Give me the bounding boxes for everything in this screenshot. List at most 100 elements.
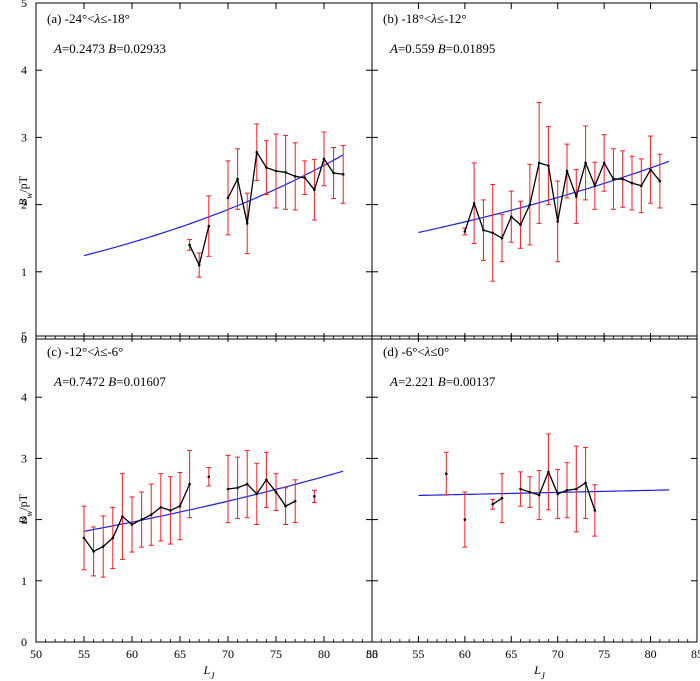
data-point [284,171,287,174]
fit-params: A=0.7472 B=0.01607 [53,374,166,389]
y-tick-label: 0 [21,635,27,649]
data-point [140,518,143,521]
data-line [227,478,296,507]
data-point [265,478,268,482]
data-point [574,195,578,198]
y-tick-label: 2 [21,198,27,212]
data-point [313,495,316,498]
y-axis-title: Bw/pT [16,493,34,524]
panel-c: 50 55 60 65 70 75 80 85 0 1 2 3 4 5 Bw/pT LJ (c) -12°<λ≤… [16,329,378,681]
data-point [547,164,550,167]
data-point [639,184,643,188]
data-point [528,203,532,206]
y-tick-label: 2 [21,513,27,527]
data-point [482,228,485,232]
panel-d: 50 55 60 65 70 75 80 85 LJ (d) -6°<λ≤0° A=2.221 B=… [366,335,700,681]
data-point [255,492,259,496]
data-point [188,482,191,486]
data-point [293,499,297,503]
x-tick-label: 70 [222,647,234,661]
data-point [341,173,345,176]
data-point [274,169,278,173]
x-tick-label: 75 [270,647,282,661]
data-line [83,483,191,553]
data-point [537,493,541,497]
data-point [519,487,522,491]
data-point [630,181,634,185]
data-point [528,490,532,494]
fit-curve [418,489,670,497]
fit-params: A=0.559 B=0.01895 [389,41,495,56]
data-point [255,150,259,154]
data-point [602,161,606,165]
x-tick-label: 70 [552,647,564,661]
panel-label: (c) -12°<λ≤-6° [47,344,123,359]
x-tick-label: 85 [366,647,378,661]
data-point [188,243,191,247]
x-tick-label: 80 [645,647,657,661]
data-point [322,157,326,161]
data-point [565,169,569,173]
data-point [584,481,587,485]
data-point [547,470,550,474]
x-tick-label: 80 [318,647,330,661]
y-axis-title: Bw/pT [16,175,34,206]
data-point [621,177,625,181]
y-tick-label: 1 [21,265,27,279]
x-tick-label: 65 [174,647,186,661]
data-point [245,482,249,486]
data-point [519,223,522,227]
y-tick-label: 3 [21,130,27,144]
data-point [500,236,504,240]
data-point [245,222,249,225]
data-point [332,171,335,175]
data-point [556,492,560,496]
x-axis-title: LJ [533,663,546,681]
x-axis-title: LJ [203,663,216,681]
data-point [593,509,597,512]
y-tick-label: 4 [21,63,27,77]
data-point [303,176,307,180]
data-point [169,509,172,512]
x-tick-label: 65 [505,647,517,661]
data-point [284,504,287,508]
x-tick-label: 50 [366,647,378,661]
data-point [121,515,124,518]
data-point [274,490,278,494]
data-point [149,513,153,517]
fit-curve [418,160,670,234]
data-point [226,487,230,491]
data-point [658,179,662,183]
data-point [472,201,476,205]
data-point [556,220,560,223]
fit-params: A=0.2473 B=0.02933 [53,41,166,56]
x-tick-label: 55 [412,647,424,661]
data-point [82,536,86,540]
fit-curve [83,470,344,532]
y-tick-label: 5 [21,329,27,343]
data-point [584,161,587,165]
panel-label: (a) -24°<λ≤-18° [47,11,130,26]
data-point [593,184,597,188]
data-point [207,475,211,479]
data-point [612,177,615,181]
data-point [236,177,239,181]
plot-frame [371,2,698,340]
y-tick-label: 3 [21,451,27,465]
x-tick-label: 60 [126,647,138,661]
data-line [464,160,661,240]
data-point [293,175,297,178]
data-point [159,506,163,509]
data-point [500,496,504,500]
data-point [491,231,495,235]
x-tick-label: 60 [459,647,471,661]
panel-label: (d) -6°<λ≤0° [383,344,449,359]
data-point [463,518,467,521]
x-tick-label: 50 [30,647,42,661]
data-point [509,215,513,218]
y-tick-label: 5 [21,0,27,10]
data-point [111,536,115,540]
data-point [207,224,211,228]
panel-label: (b) -18°<λ≤-12° [383,11,467,26]
